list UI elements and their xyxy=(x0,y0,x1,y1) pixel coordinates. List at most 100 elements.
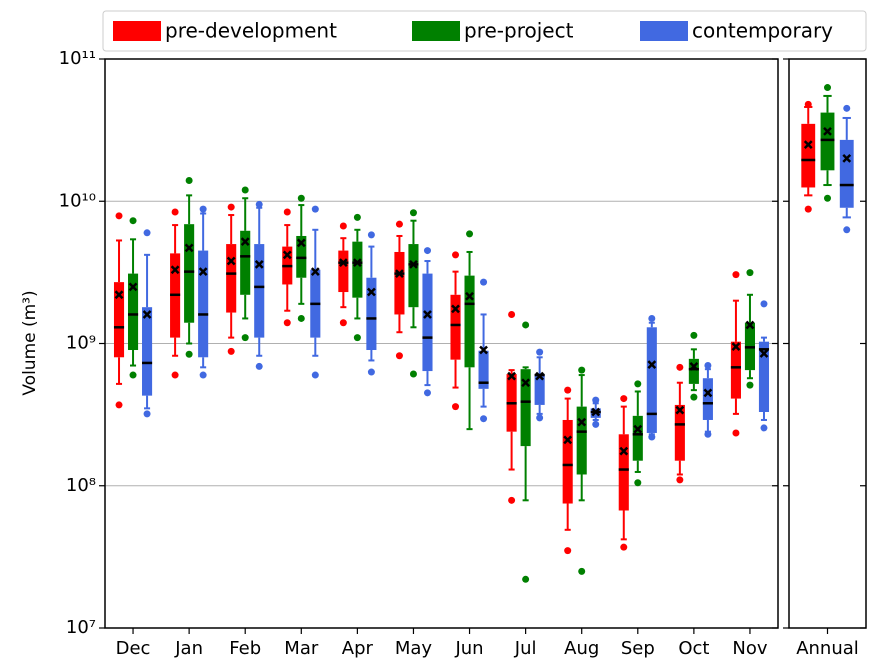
outlier xyxy=(395,220,403,228)
box xyxy=(839,139,854,208)
outlier xyxy=(480,278,488,286)
mean-marker xyxy=(731,342,741,352)
box xyxy=(801,123,816,188)
outlier xyxy=(171,208,179,216)
mean-marker xyxy=(170,265,180,275)
mean-stroke xyxy=(675,405,685,415)
y-tick-label: 10⁷ xyxy=(66,617,96,638)
legend-label: pre-development xyxy=(165,19,337,43)
box xyxy=(820,112,835,171)
box xyxy=(366,277,377,351)
outlier xyxy=(760,424,768,432)
mean-marker xyxy=(507,371,516,381)
box xyxy=(338,250,349,293)
outlier xyxy=(634,479,642,487)
outlier xyxy=(620,395,628,403)
mean-marker xyxy=(577,417,587,427)
mean-marker xyxy=(745,320,755,330)
box xyxy=(198,250,209,358)
y-tick-label: 10¹¹ xyxy=(59,48,96,69)
outlier xyxy=(564,386,572,394)
mean-marker xyxy=(689,362,699,371)
box xyxy=(646,327,657,433)
mean-marker xyxy=(633,424,643,434)
outlier xyxy=(760,300,768,308)
mean-stroke xyxy=(226,256,236,266)
mean-marker xyxy=(675,405,685,415)
outlier xyxy=(339,319,347,327)
mean-stroke xyxy=(647,360,657,370)
mean-marker xyxy=(803,140,813,150)
box xyxy=(730,341,741,399)
outlier xyxy=(353,334,361,342)
outlier xyxy=(171,371,179,379)
box xyxy=(576,406,587,475)
mean-marker xyxy=(759,349,769,358)
outlier xyxy=(536,414,544,422)
mean-stroke xyxy=(577,417,587,427)
box xyxy=(127,273,139,351)
outlier xyxy=(409,209,417,217)
outlier xyxy=(522,575,530,583)
outlier xyxy=(508,310,516,318)
mean-stroke xyxy=(535,371,545,381)
outlier xyxy=(690,331,698,339)
outlier xyxy=(676,363,684,371)
box xyxy=(478,350,489,389)
outlier xyxy=(592,420,600,428)
mean-marker xyxy=(226,256,236,266)
mean-stroke xyxy=(803,140,813,150)
outlier xyxy=(227,347,235,355)
box xyxy=(142,307,153,396)
mean-stroke xyxy=(114,290,124,300)
outlier xyxy=(508,496,516,504)
x-tick-label: Feb xyxy=(229,638,261,659)
legend-swatch xyxy=(113,21,161,41)
outlier xyxy=(704,430,712,438)
outlier xyxy=(578,366,586,374)
mean-marker xyxy=(352,258,362,268)
mean-stroke xyxy=(170,265,180,275)
mean-stroke xyxy=(142,310,152,319)
mean-marker xyxy=(282,250,292,260)
box xyxy=(464,275,475,368)
outlier xyxy=(843,226,851,234)
mean-stroke xyxy=(507,371,516,381)
mean-marker xyxy=(338,258,348,268)
mean-stroke xyxy=(310,267,320,277)
outlier xyxy=(843,104,851,112)
box xyxy=(674,404,685,461)
outlier xyxy=(185,176,193,184)
box xyxy=(632,415,643,461)
outlier xyxy=(395,352,403,360)
outlier xyxy=(746,381,754,389)
box xyxy=(226,244,237,313)
legend-swatch xyxy=(412,21,460,41)
outlier xyxy=(804,100,812,108)
outlier xyxy=(241,334,249,342)
outlier xyxy=(620,543,628,551)
x-tick-label: Mar xyxy=(284,638,319,659)
mean-stroke xyxy=(240,237,250,247)
y-tick-label: 10¹⁰ xyxy=(59,190,96,211)
mean-stroke xyxy=(451,304,460,314)
x-tick-label: Jun xyxy=(454,638,483,659)
outlier xyxy=(648,433,656,441)
outlier xyxy=(704,362,712,370)
mean-stroke xyxy=(338,258,348,268)
mean-stroke xyxy=(759,349,769,358)
box xyxy=(422,273,433,372)
mean-stroke xyxy=(563,435,573,445)
outlier xyxy=(143,410,151,418)
mean-stroke xyxy=(703,388,713,398)
mean-stroke xyxy=(198,267,208,277)
box xyxy=(520,369,531,447)
outlier xyxy=(353,213,361,221)
outlier xyxy=(199,371,207,379)
mean-stroke xyxy=(731,342,741,352)
outlier xyxy=(241,186,249,194)
mean-stroke xyxy=(128,282,138,292)
box xyxy=(702,378,713,420)
x-tick-label: Nov xyxy=(732,638,767,659)
y-axis-label: Volume (m³) xyxy=(20,290,40,395)
